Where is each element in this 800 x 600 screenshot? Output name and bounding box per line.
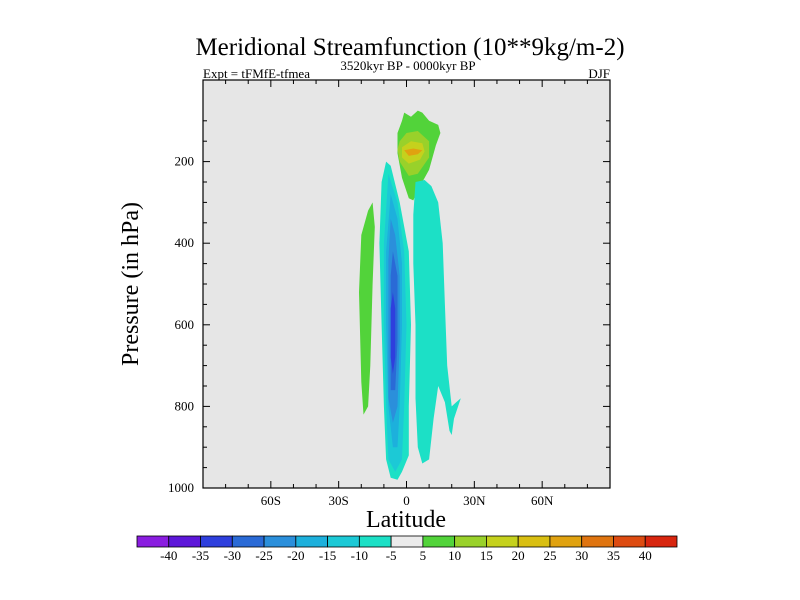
x-tick-label: 60S — [261, 493, 281, 508]
colorbar-label: -10 — [351, 548, 368, 563]
contour-negative-cell-main-30 — [390, 292, 396, 374]
colorbar-swatch — [327, 535, 360, 548]
colorbar-swatch — [454, 535, 487, 548]
colorbar-swatch — [486, 535, 519, 548]
y-tick-label: 200 — [175, 154, 195, 169]
colorbar-label: 25 — [543, 548, 556, 563]
x-tick-label: 0 — [403, 493, 410, 508]
colorbar-label: 15 — [480, 548, 493, 563]
colorbar-swatch — [263, 535, 297, 548]
colorbar-label: -25 — [255, 548, 272, 563]
season-label: DJF — [588, 66, 610, 81]
x-tick-label: 30S — [329, 493, 349, 508]
colorbar-swatch — [168, 535, 201, 548]
y-tick-label: 400 — [175, 235, 195, 250]
time-range-label: 3520kyr BP - 0000kyr BP — [340, 58, 475, 73]
colorbar-label: 30 — [575, 548, 588, 563]
colorbar-swatch — [517, 535, 551, 548]
colorbar-swatch — [231, 535, 265, 548]
colorbar-label: -5 — [386, 548, 397, 563]
colorbar-swatch — [644, 535, 678, 548]
y-tick-label: 600 — [175, 317, 195, 332]
colorbar-label: -30 — [224, 548, 241, 563]
colorbar-swatch — [613, 535, 646, 548]
colorbar-swatch — [390, 535, 424, 548]
colorbar-label: -15 — [319, 548, 336, 563]
colorbar-swatch — [581, 535, 614, 548]
axis-ticks: 60S 30S 0 30N 60N 200 400 600 800 1000 — [168, 80, 610, 508]
colorbar-label: 5 — [420, 548, 427, 563]
y-axis-label: Pressure (in hPa) — [118, 202, 144, 366]
y-tick-label: 1000 — [168, 480, 194, 495]
colorbar-swatch — [295, 535, 328, 548]
experiment-label: Expt = tFMfE-tfmea — [203, 66, 310, 81]
colorbar-label: -20 — [287, 548, 304, 563]
colorbar-swatch — [136, 535, 170, 548]
colorbar-label: 10 — [448, 548, 461, 563]
colorbar-swatch — [200, 535, 233, 548]
colorbar: -40 -35 -30 -25 -20 -15 -10 -5 5 10 15 20 25 30 35 40 — [136, 535, 678, 563]
x-axis-label: Latitude — [366, 507, 446, 533]
colorbar-label: -35 — [192, 548, 209, 563]
colorbar-swatch — [422, 535, 456, 548]
colorbar-swatch — [358, 535, 392, 548]
colorbar-label: -40 — [160, 548, 177, 563]
contour-positive-cell-nh-upper-20 — [404, 148, 423, 156]
colorbar-label: 20 — [512, 548, 525, 563]
colorbar-swatch — [549, 535, 583, 548]
colorbar-label: 35 — [607, 548, 620, 563]
contour-fills — [359, 110, 461, 480]
contour-negative-cell-nh — [413, 180, 461, 464]
chart-title: Meridional Streamfunction (10**9kg/m-2) — [195, 34, 624, 61]
y-tick-label: 800 — [175, 398, 195, 413]
x-tick-label: 30N — [463, 493, 486, 508]
x-tick-label: 60N — [531, 493, 554, 508]
colorbar-label: 40 — [639, 548, 652, 563]
contour-positive-band-sh — [359, 202, 375, 415]
